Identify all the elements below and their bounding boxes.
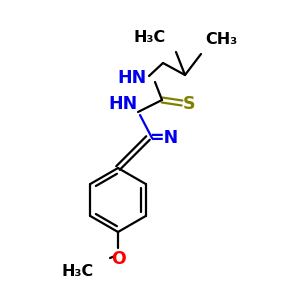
Text: H₃C: H₃C <box>134 30 166 45</box>
Text: O: O <box>111 250 125 268</box>
Text: =N: =N <box>149 129 178 147</box>
Text: HN: HN <box>109 95 138 113</box>
Text: H₃C: H₃C <box>62 264 94 279</box>
Text: CH₃: CH₃ <box>205 32 237 47</box>
Text: S: S <box>183 95 196 113</box>
Text: HN: HN <box>118 69 147 87</box>
